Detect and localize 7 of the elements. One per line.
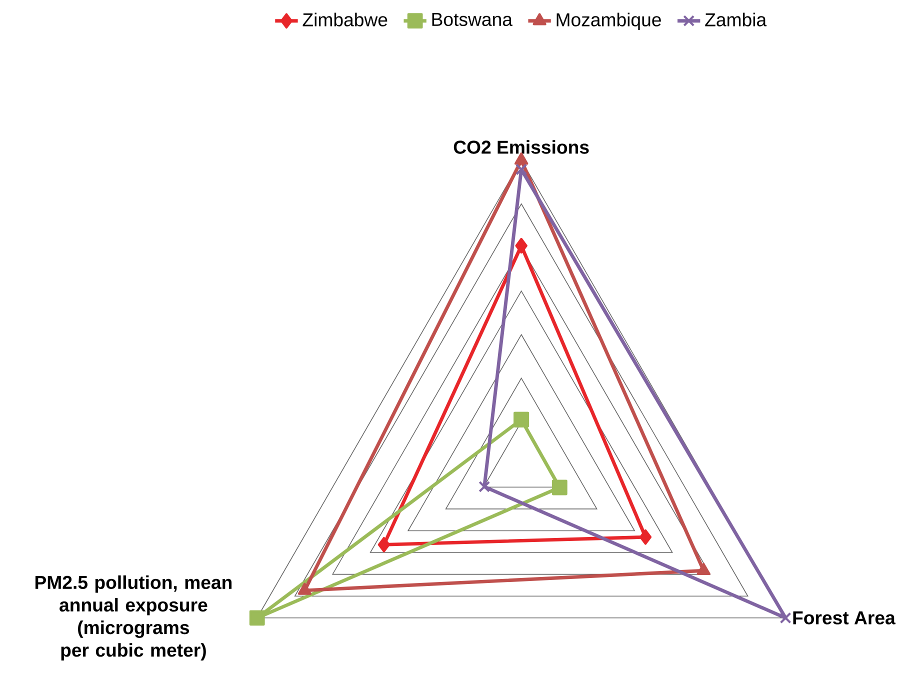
legend-label: Botswana [432,12,512,26]
legend-label: Mozambique [556,12,661,30]
spoke-label: CO2 Emissions [454,140,589,154]
spoke-label: PM2.5 pollution, mean annual exposure (micrograms per cubic meter) [35,575,232,660]
legend-label: Zambia [705,12,767,26]
spoke-label: Forest Area [793,611,896,624]
legend-label: Zimbabwe [302,12,388,26]
